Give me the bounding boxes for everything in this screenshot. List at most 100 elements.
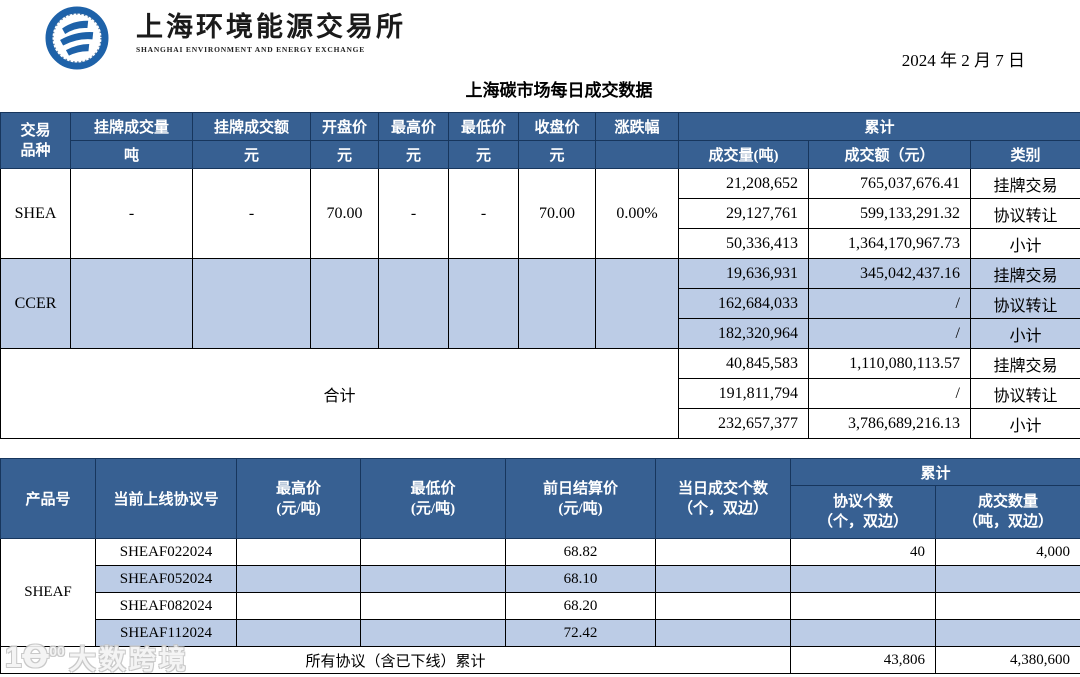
t1-header-row-2: 吨 元 元 元 元 元 成交量(吨) 成交额（元） 类别 xyxy=(1,140,1080,169)
t2-th-cum-qty: 成交数量 （吨，双边） xyxy=(934,485,1080,539)
t1-row-shea-2: 29,127,761 599,133,291.32 协议转让 xyxy=(1,198,1080,229)
t1-shea-open: 70.00 xyxy=(310,168,379,259)
t2-r3-high xyxy=(236,592,361,620)
t1-shea-cum-volume-listed: 21,208,652 xyxy=(678,168,809,199)
t1-th-close: 收盘价 xyxy=(518,112,596,141)
t2-r1-low xyxy=(360,538,506,566)
t2-r4-cum-count xyxy=(790,619,936,647)
t1-th-listed-amount: 挂牌成交额 xyxy=(192,112,311,141)
t2-th-cum-count: 协议个数 （个，双边） xyxy=(790,485,936,539)
t2-th-prev-settle: 前日结算价 (元/吨) xyxy=(505,458,656,539)
t1-shea-cum-amount-listed: 765,037,676.41 xyxy=(808,168,971,199)
t1-shea-change: 0.00% xyxy=(595,168,679,259)
t2-r2-prev: 68.10 xyxy=(505,565,656,593)
t1-total-cum-amount-agreement: / xyxy=(808,378,971,409)
t1-total-category-listed: 挂牌交易 xyxy=(969,348,1080,379)
t1-th-listed-volume: 挂牌成交量 xyxy=(70,112,193,141)
t1-row-ccer-3: 182,320,964 / 小计 xyxy=(1,318,1080,349)
t2-r4-high xyxy=(236,619,361,647)
t2-th-high-label: 最高价 xyxy=(275,480,321,497)
t1-ccer-cum-amount-agreement: / xyxy=(808,288,971,319)
t2-r1-code: SHEAF022024 xyxy=(95,538,237,566)
t1-ccer-open xyxy=(310,258,379,349)
t2-r3-cum-qty xyxy=(934,592,1080,620)
t1-th-high: 最高价 xyxy=(378,112,449,141)
t1-shea-cum-amount-subtotal: 1,364,170,967.73 xyxy=(808,228,971,259)
t1-th-trade-type-line2: 品种 xyxy=(20,142,51,159)
t2-r4-code: SHEAF112024 xyxy=(95,619,237,647)
t1-unit-change xyxy=(595,140,679,169)
t1-shea-name: SHEA xyxy=(0,168,71,259)
t1-th-trade-type: 交易 品种 xyxy=(0,112,71,169)
org-name-en: SHANGHAI ENVIRONMENT AND ENERGY EXCHANGE xyxy=(136,45,366,54)
t1-shea-category-agreement: 协议转让 xyxy=(969,198,1080,229)
t1-th-cum-amount: 成交额（元） xyxy=(808,140,971,169)
t1-th-low: 最低价 xyxy=(448,112,519,141)
t2-header-row-1: 产品号 当前上线协议号 最高价 (元/吨) 最低价 (元/吨) 前日结算价 (元… xyxy=(0,458,1080,539)
t1-shea-close: 70.00 xyxy=(518,168,596,259)
t2-footer-row: 所有协议（含已下线）累计 43,806 4,380,600 xyxy=(0,646,1080,674)
t1-row-ccer-2: 162,684,033 / 协议转让 xyxy=(1,288,1080,319)
t2-r3-cum-count xyxy=(790,592,936,620)
t1-total-cum-volume-subtotal: 232,657,377 xyxy=(678,408,809,439)
t1-th-open: 开盘价 xyxy=(310,112,379,141)
t2-row-3: SHEAF082024 68.20 xyxy=(1,592,1080,620)
org-name-block: 上海环境能源交易所 SHANGHAI ENVIRONMENT AND ENERG… xyxy=(136,12,406,54)
t1-ccer-name: CCER xyxy=(0,258,71,349)
org-name-cn: 上海环境能源交易所 xyxy=(136,12,406,42)
t1-ccer-category-agreement: 协议转让 xyxy=(969,288,1080,319)
t1-total-cum-amount-subtotal: 3,786,689,216.13 xyxy=(808,408,971,439)
exchange-logo-icon xyxy=(45,6,109,70)
t2-footer-cum-count: 43,806 xyxy=(790,646,936,674)
t2-r3-low xyxy=(360,592,506,620)
t2-r4-daily xyxy=(655,619,791,647)
t2-r1-daily xyxy=(655,538,791,566)
page-title: 上海碳市场每日成交数据 xyxy=(465,81,653,100)
t1-ccer-high xyxy=(378,258,449,349)
t2-r1-cum-qty: 4,000 xyxy=(934,538,1080,566)
t2-row-1: SHEAF SHEAF022024 68.82 40 4,000 xyxy=(0,538,1080,647)
t1-total-cum-amount-listed: 1,110,080,113.57 xyxy=(808,348,971,379)
t2-th-product: 产品号 xyxy=(0,458,96,539)
t1-total-label: 合计 xyxy=(0,348,679,439)
t1-total-cum-volume-listed: 40,845,583 xyxy=(678,348,809,379)
t1-th-cumulative: 累计 xyxy=(677,112,1080,141)
t1-header-row-1: 交易 品种 挂牌成交量 挂牌成交额 开盘价 最高价 最低价 收盘价 涨跌幅 累计 xyxy=(0,112,1080,169)
t2-row-2: SHEAF052024 68.10 xyxy=(1,565,1080,593)
t2-header-row-2: 协议个数 （个，双边） 成交数量 （吨，双边） xyxy=(1,485,1080,539)
t2-th-cum-count-unit: （个，双边） xyxy=(817,514,908,530)
t1-ccer-cum-amount-listed: 345,042,437.16 xyxy=(808,258,971,289)
t2-r4-low xyxy=(360,619,506,647)
t1-unit-open: 元 xyxy=(310,140,379,169)
t2-r4-cum-qty xyxy=(934,619,1080,647)
product-agreement-table: 产品号 当前上线协议号 最高价 (元/吨) 最低价 (元/吨) 前日结算价 (元… xyxy=(0,458,1080,674)
t2-r2-daily xyxy=(655,565,791,593)
t1-row-ccer-1: CCER 19,636,931 345,042,437.16 挂牌交易 xyxy=(0,258,1080,349)
t2-r4-prev: 72.42 xyxy=(505,619,656,647)
t1-unit-close: 元 xyxy=(518,140,596,169)
t2-th-prev-settle-unit: (元/吨) xyxy=(558,500,603,517)
t2-th-low-label: 最低价 xyxy=(410,480,456,497)
t1-shea-listed-amount: - xyxy=(192,168,311,259)
t2-th-low-unit: (元/吨) xyxy=(410,500,456,517)
t1-row-shea-1: SHEA - - 70.00 - - 70.00 0.00% 21,208,65… xyxy=(0,168,1080,259)
t1-ccer-close xyxy=(518,258,596,349)
t2-footer-cum-qty: 4,380,600 xyxy=(934,646,1080,674)
t1-unit-low: 元 xyxy=(448,140,519,169)
t1-total-cum-volume-agreement: 191,811,794 xyxy=(678,378,809,409)
t1-total-category-agreement: 协议转让 xyxy=(969,378,1080,409)
t1-ccer-cum-volume-subtotal: 182,320,964 xyxy=(678,318,809,349)
t1-unit-volume: 吨 xyxy=(70,140,193,169)
t1-shea-cum-volume-subtotal: 50,336,413 xyxy=(678,228,809,259)
t2-row-4: SHEAF112024 72.42 xyxy=(1,619,1080,647)
t1-shea-category-subtotal: 小计 xyxy=(969,228,1080,259)
t1-ccer-listed-volume xyxy=(70,258,193,349)
t1-row-total-3: 232,657,377 3,786,689,216.13 小计 xyxy=(1,408,1080,439)
table-gap xyxy=(0,439,1080,458)
t1-unit-amount: 元 xyxy=(192,140,311,169)
t1-row-total-1: 合计 40,845,583 1,110,080,113.57 挂牌交易 xyxy=(0,348,1080,439)
t2-r2-high xyxy=(236,565,361,593)
t2-th-low: 最低价 (元/吨) xyxy=(360,458,506,539)
t1-ccer-category-subtotal: 小计 xyxy=(969,318,1080,349)
